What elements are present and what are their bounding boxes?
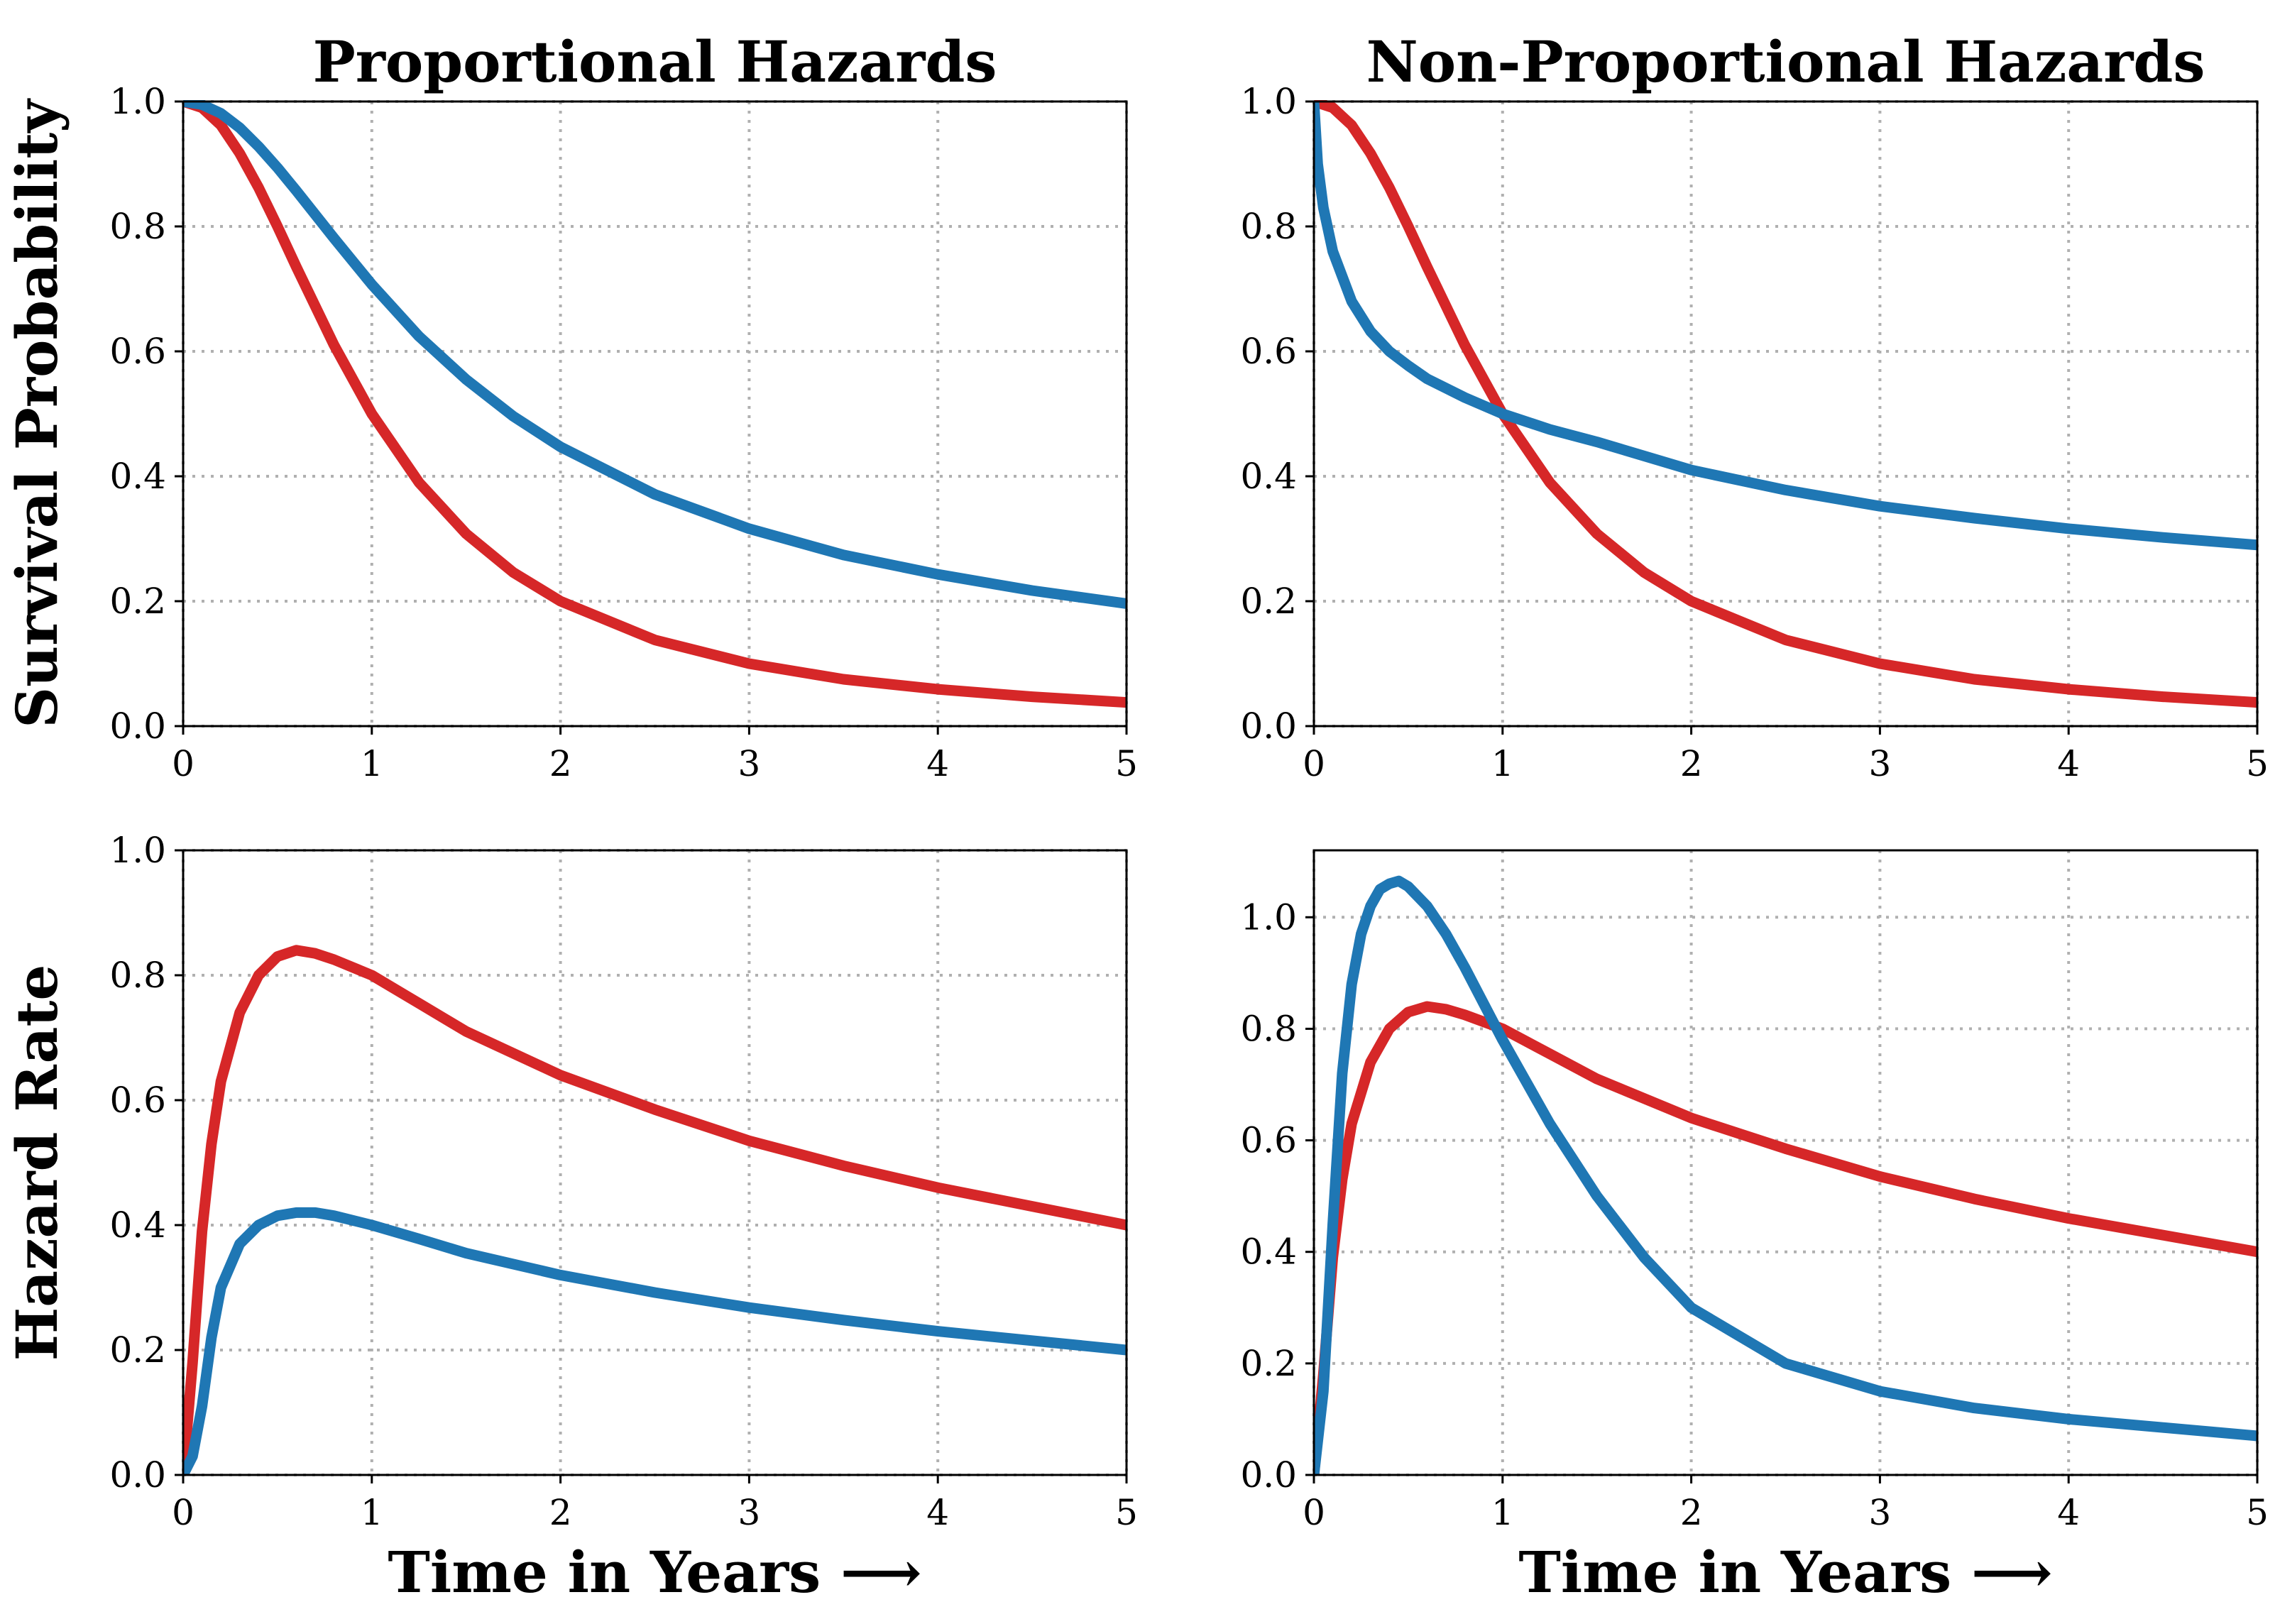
x-tick-label: 2 [549, 1492, 572, 1533]
y-tick-label: 0.4 [109, 1205, 166, 1246]
y-tick-label: 0.0 [109, 706, 166, 747]
x-tick-label: 5 [1115, 743, 1138, 784]
x-axis-label: Time in Years ⟶ [1518, 1539, 2052, 1606]
x-tick-label: 0 [1303, 1492, 1325, 1533]
y-tick-label: 0.8 [1240, 1008, 1297, 1049]
x-axis-label: Time in Years ⟶ [388, 1539, 921, 1606]
x-tick-label: 4 [2057, 743, 2080, 784]
x-tick-label: 5 [2246, 743, 2269, 784]
y-tick-label: 1.0 [1240, 896, 1297, 938]
axes-frame [182, 100, 1128, 728]
series-line-blue [1314, 875, 2257, 1475]
y-tick-label: 0.0 [1240, 1454, 1297, 1496]
series-line-red [1314, 100, 2257, 708]
y-tick-label: 0.2 [1240, 1343, 1297, 1384]
chart-panel-ph-survival: 0 1 2 3 4 5 0.0 0.2 0.4 0.6 0.8 1.0 Proportional Haz… [4, 28, 1138, 784]
axes-frame [182, 849, 1128, 1476]
series-line-blue [183, 100, 1127, 609]
series-line-red [183, 945, 1127, 1475]
x-tick-label: 3 [1868, 1492, 1891, 1533]
x-tick-label: 0 [172, 743, 194, 784]
x-tick-label: 4 [2057, 1492, 2080, 1533]
y-tick-label: 0.6 [1240, 1120, 1297, 1161]
x-tick-label: 0 [172, 1492, 194, 1533]
x-tick-label: 3 [738, 743, 760, 784]
y-tick-label: 0.8 [1240, 206, 1297, 247]
chart-panel-nph-survival: 0 1 2 3 4 5 0.0 0.2 0.4 0.6 0.8 1.0 Non-Proportional… [1240, 28, 2268, 784]
x-tick-label: 4 [926, 743, 949, 784]
y-tick-label: 0.6 [109, 331, 166, 372]
y-tick-label: 0.0 [109, 1454, 166, 1496]
y-tick-label: 1.0 [109, 81, 166, 122]
y-tick-label: 0.6 [109, 1080, 166, 1121]
axes-frame [1312, 849, 2259, 1476]
y-tick-label: 0.8 [109, 206, 166, 247]
x-tick-label: 2 [1680, 1492, 1703, 1533]
series-line-blue [1314, 101, 2257, 551]
x-tick-label: 3 [738, 1492, 760, 1533]
chart-panel-ph-hazard: 0 1 2 3 4 5 0.0 0.2 0.4 0.6 0.8 1.0 Hazard Rate Time … [4, 830, 1138, 1606]
y-tick-label: 0.4 [109, 456, 166, 497]
x-tick-label: 2 [1680, 743, 1703, 784]
chart-panel-nph-hazard: 0 1 2 3 4 5 0.0 0.2 0.4 0.6 0.8 1.0 Time in Years ⟶ [1240, 849, 2269, 1606]
y-tick-label: 0.2 [109, 581, 166, 622]
x-tick-label: 5 [1115, 1492, 1138, 1533]
x-tick-label: 1 [361, 743, 383, 784]
y-tick-label: 0.0 [1240, 706, 1297, 747]
series-line-red [183, 100, 1127, 708]
y-tick-label: 0.2 [109, 1329, 166, 1371]
series-line-blue [183, 1207, 1127, 1475]
series-line-red [1314, 1001, 2257, 1475]
axes-frame [1312, 100, 2259, 728]
panel-title: Proportional Hazards [313, 28, 997, 95]
x-tick-label: 1 [361, 1492, 383, 1533]
y-tick-label: 0.2 [1240, 581, 1297, 622]
x-tick-label: 2 [549, 743, 572, 784]
y-tick-label: 0.6 [1240, 331, 1297, 372]
y-tick-label: 0.4 [1240, 456, 1297, 497]
y-tick-label: 0.4 [1240, 1231, 1297, 1273]
y-tick-label: 0.8 [109, 955, 166, 996]
x-tick-label: 0 [1303, 743, 1325, 784]
y-tick-label: 1.0 [109, 830, 166, 871]
x-tick-label: 5 [2246, 1492, 2269, 1533]
x-tick-label: 4 [926, 1492, 949, 1533]
y-tick-label: 1.0 [1240, 81, 1297, 122]
y-axis-label: Hazard Rate [4, 965, 70, 1361]
y-axis-label: Survival Probability [4, 98, 70, 728]
x-tick-label: 1 [1491, 743, 1514, 784]
x-tick-label: 3 [1868, 743, 1891, 784]
panel-title: Non-Proportional Hazards [1366, 28, 2205, 95]
x-tick-label: 1 [1491, 1492, 1514, 1533]
